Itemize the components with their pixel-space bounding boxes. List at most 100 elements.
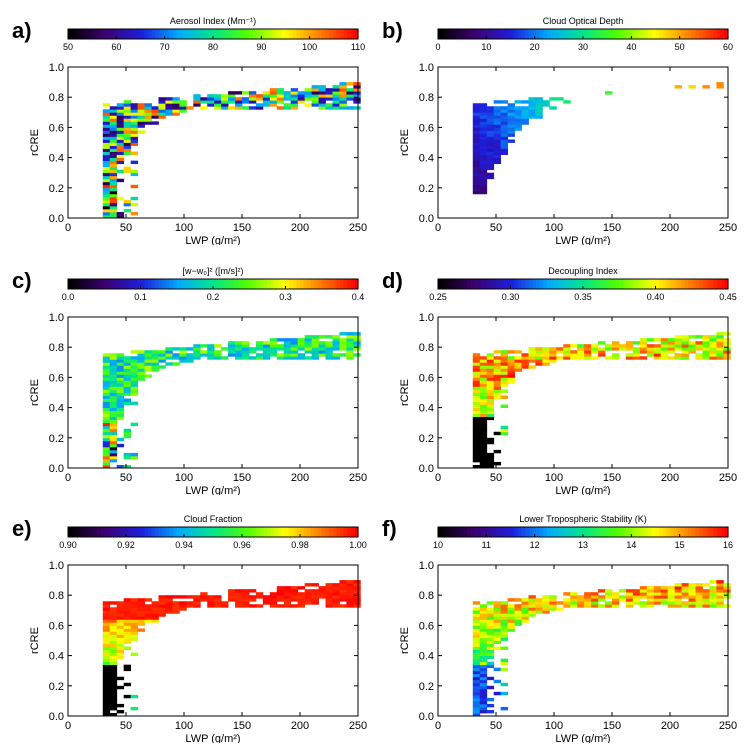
- colorbar-segment: [503, 279, 508, 289]
- heatmap-cell: [102, 646, 111, 650]
- heatmap-cell: [479, 673, 488, 678]
- colorbar-segment: [699, 279, 704, 289]
- heatmap-cell: [228, 595, 236, 599]
- heatmap-cell: [276, 356, 285, 360]
- y-tick-label: 0.4: [49, 403, 64, 415]
- heatmap-cell: [667, 344, 676, 348]
- colorbar-segment: [216, 279, 221, 289]
- colorbar-segment: [608, 279, 613, 289]
- heatmap-cell: [109, 154, 118, 158]
- heatmap-cell: [472, 151, 481, 155]
- heatmap-cell: [242, 341, 250, 345]
- heatmap-cell: [618, 589, 627, 593]
- y-tick-label: 0.8: [419, 590, 434, 602]
- heatmap-cell: [500, 127, 508, 131]
- heatmap-cell: [625, 604, 634, 608]
- heatmap-cell: [479, 709, 488, 714]
- heatmap-cell: [116, 154, 125, 158]
- heatmap-cell: [311, 85, 319, 89]
- colorbar-segment: [702, 279, 707, 289]
- heatmap-cell: [200, 100, 208, 104]
- colorbar-segment: [140, 279, 145, 289]
- heatmap-cell: [158, 607, 166, 611]
- heatmap-cell: [535, 604, 543, 608]
- heatmap-cell: [109, 613, 118, 617]
- heatmap-cell: [346, 91, 354, 95]
- heatmap-cell: [332, 335, 340, 339]
- heatmap-cell: [179, 601, 187, 605]
- heatmap-cell: [123, 109, 132, 113]
- heatmap-cell: [507, 622, 515, 626]
- heatmap-cell: [102, 464, 111, 469]
- heatmap-cell: [479, 616, 488, 620]
- heatmap-cell: [123, 616, 132, 620]
- heatmap-cell: [318, 85, 326, 89]
- colorbar-segment: [256, 279, 261, 289]
- heatmap-cell: [479, 160, 488, 165]
- heatmap-cell: [486, 386, 495, 390]
- heatmap-cell: [235, 353, 243, 357]
- colorbar-segment: [111, 527, 116, 537]
- heatmap-cell: [584, 356, 592, 360]
- heatmap-cell: [116, 160, 125, 165]
- heatmap-cell: [472, 655, 481, 660]
- heatmap-cell: [193, 97, 201, 101]
- heatmap-cell: [723, 344, 731, 348]
- heatmap-cell: [332, 356, 340, 360]
- heatmap-cell: [479, 688, 488, 693]
- heatmap-cell: [528, 359, 536, 363]
- colorbar-segment: [136, 279, 142, 289]
- colorbar-segment: [673, 279, 678, 289]
- heatmap-cell: [109, 139, 118, 143]
- colorbar-segment: [521, 29, 526, 39]
- heatmap-cell: [674, 338, 682, 342]
- heatmap-cell: [486, 452, 495, 457]
- heatmap-cell: [228, 341, 236, 345]
- heatmap-cell: [472, 169, 481, 174]
- heatmap-cell: [339, 589, 347, 593]
- heatmap-cell: [472, 139, 481, 143]
- colorbar-segment: [641, 29, 646, 39]
- heatmap-cell: [472, 181, 481, 186]
- colorbar-segment: [89, 527, 94, 537]
- heatmap-cell: [207, 97, 215, 101]
- colorbar-segment: [619, 527, 624, 537]
- heatmap-cell: [653, 356, 662, 360]
- heatmap-cell: [535, 106, 543, 110]
- heatmap-cell: [507, 616, 515, 620]
- heatmap-cell: [598, 604, 606, 608]
- heatmap-cell: [514, 616, 522, 620]
- heatmap-cell: [563, 604, 571, 608]
- y-tick-label: 0.2: [49, 183, 64, 195]
- heatmap-cell: [130, 386, 138, 390]
- colorbar-segment: [612, 527, 617, 537]
- heatmap-cell: [353, 344, 361, 348]
- heatmap-cell: [130, 365, 138, 369]
- heatmap-cell: [618, 347, 627, 351]
- heatmap-cell: [332, 344, 340, 348]
- heatmap-cell: [479, 178, 488, 183]
- heatmap-cell: [353, 100, 361, 104]
- heatmap-cell: [493, 157, 502, 162]
- heatmap-cell: [479, 118, 488, 122]
- colorbar-segment: [477, 527, 483, 537]
- heatmap-cell: [109, 106, 118, 110]
- heatmap-cell: [549, 350, 557, 354]
- heatmap-cell: [472, 694, 481, 699]
- colorbar-segment: [637, 279, 642, 289]
- heatmap-cell: [221, 106, 229, 110]
- colorbar-segment: [702, 527, 707, 537]
- heatmap-cell: [646, 353, 655, 357]
- colorbar-segment: [292, 279, 297, 289]
- heatmap-cell: [179, 106, 187, 110]
- heatmap-cell: [116, 359, 125, 363]
- colorbar-segment: [670, 279, 675, 289]
- heatmap-cell: [332, 586, 340, 590]
- heatmap-cell: [109, 118, 118, 122]
- heatmap-cell: [472, 601, 481, 605]
- heatmap-cell: [472, 419, 481, 424]
- heatmap-cell: [472, 392, 481, 396]
- colorbar-segment: [448, 29, 454, 39]
- heatmap-cell: [507, 112, 515, 116]
- colorbar-segment: [97, 527, 102, 537]
